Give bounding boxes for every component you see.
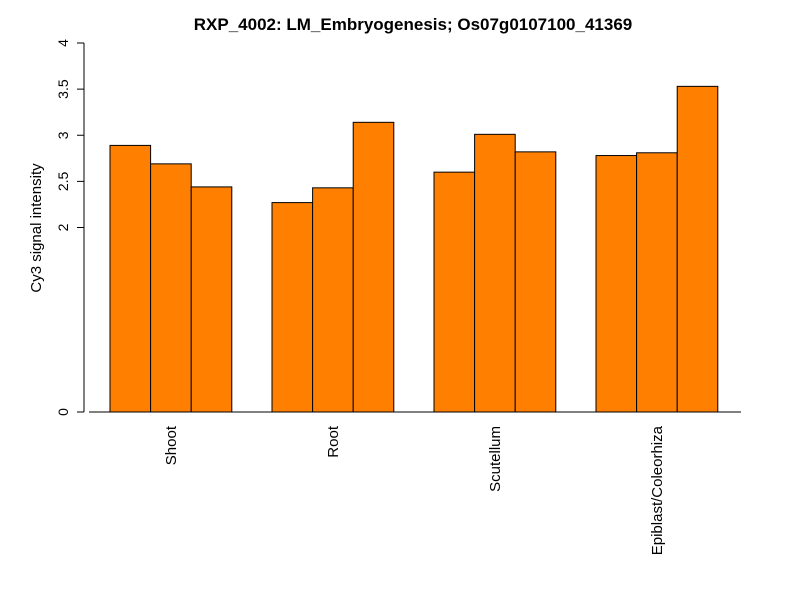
y-tick-label: 3: [55, 131, 71, 139]
y-axis-label: Cy3 signal intensity: [28, 163, 45, 293]
y-axis: 0 2 2.5 3 3.5 4: [55, 39, 84, 416]
x-tick-label: Root: [325, 425, 342, 458]
bar-shoot-2: [151, 164, 192, 412]
x-axis: Shoot Root Scutellum Epiblast/Coleorhiza: [89, 412, 741, 555]
y-tick-label: 4: [55, 39, 71, 47]
y-tick-label: 2: [55, 223, 71, 231]
y-tick-label: 0: [55, 408, 71, 416]
bar-shoot-3: [191, 187, 232, 412]
x-tick-label: Epiblast/Coleorhiza: [649, 425, 666, 555]
bar-shoot-1: [110, 145, 151, 412]
y-tick-label: 3.5: [55, 79, 71, 99]
bar-scutellum-2: [475, 134, 516, 412]
bar-root-2: [313, 188, 354, 412]
y-tick-label: 2.5: [55, 171, 71, 191]
x-tick-label: Scutellum: [487, 426, 504, 492]
bar-scutellum-1: [434, 172, 475, 412]
bar-epiblast-coleorhiza-3: [677, 86, 718, 412]
chart-title: RXP_4002: LM_Embryogenesis; Os07g0107100…: [194, 15, 632, 34]
bar-root-1: [272, 203, 313, 412]
bar-epiblast-coleorhiza-1: [596, 156, 637, 412]
bar-scutellum-3: [515, 152, 556, 412]
bars-group: [110, 86, 718, 412]
bar-epiblast-coleorhiza-2: [637, 153, 678, 412]
x-tick-label: Shoot: [163, 425, 180, 465]
bar-root-3: [353, 122, 394, 412]
